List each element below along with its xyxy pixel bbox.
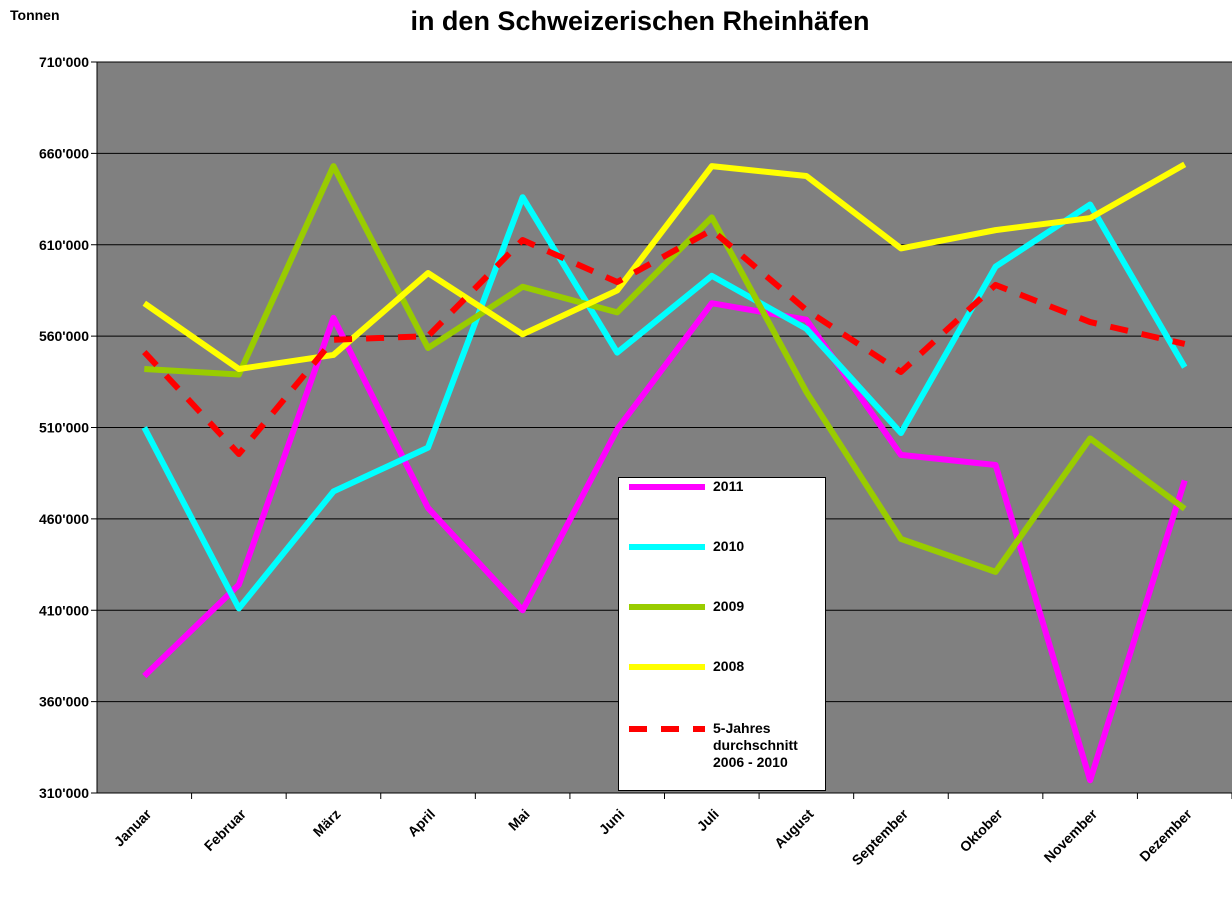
x-tick-label: April xyxy=(404,806,438,840)
x-tick-label: November xyxy=(1041,805,1101,865)
legend-label: 2009 xyxy=(713,598,745,614)
legend-swatch xyxy=(629,484,705,490)
legend-item: 2009 xyxy=(627,598,813,615)
x-tick-label: Oktober xyxy=(956,805,1006,855)
y-axis-label: Tonnen xyxy=(10,7,60,23)
legend-item: 5-Jahres durchschnitt 2006 - 2010 xyxy=(627,720,813,771)
x-tick-label: März xyxy=(310,806,344,840)
y-tick-label: 560'000 xyxy=(39,328,89,344)
legend-label: 2008 xyxy=(713,658,745,674)
legend-swatch xyxy=(629,544,705,550)
y-tick-label: 410'000 xyxy=(39,602,89,618)
legend-swatch xyxy=(629,604,705,610)
x-tick-label: Januar xyxy=(111,805,155,849)
legend-label: 2010 xyxy=(713,538,745,554)
y-tick-label: 310'000 xyxy=(39,785,89,801)
chart-title: in den Schweizerischen Rheinhäfen xyxy=(410,6,869,36)
x-tick-label: August xyxy=(771,806,817,852)
y-tick-label: 660'000 xyxy=(39,145,89,161)
legend-label: 2011 xyxy=(713,478,744,494)
x-tick-label: September xyxy=(849,805,912,868)
legend-item: 2011 xyxy=(627,478,813,495)
legend-swatch xyxy=(629,664,705,670)
series-line xyxy=(142,227,1186,457)
x-tick-label: Juni xyxy=(596,806,628,838)
x-tick-label: Mai xyxy=(505,806,533,834)
y-tick-label: 710'000 xyxy=(39,54,89,70)
y-tick-label: 460'000 xyxy=(39,511,89,527)
series-line xyxy=(141,194,1188,612)
y-tick-label: 510'000 xyxy=(39,420,89,436)
legend: 2011 2010 2009 2008 5-Jahres durchschnitt 20… xyxy=(618,477,826,791)
series-line xyxy=(144,163,1187,575)
x-tick-label: Juli xyxy=(694,806,722,834)
legend-label: 5-Jahres durchschnitt 2006 - 2010 xyxy=(713,720,798,770)
y-tick-label: 360'000 xyxy=(39,694,89,710)
legend-item: 2010 xyxy=(627,538,813,555)
legend-item: 2008 xyxy=(627,658,813,675)
legend-swatch xyxy=(629,726,705,732)
x-tick-label: Dezember xyxy=(1136,805,1195,864)
x-tick-label: Februar xyxy=(201,805,250,854)
y-tick-label: 610'000 xyxy=(39,237,89,253)
